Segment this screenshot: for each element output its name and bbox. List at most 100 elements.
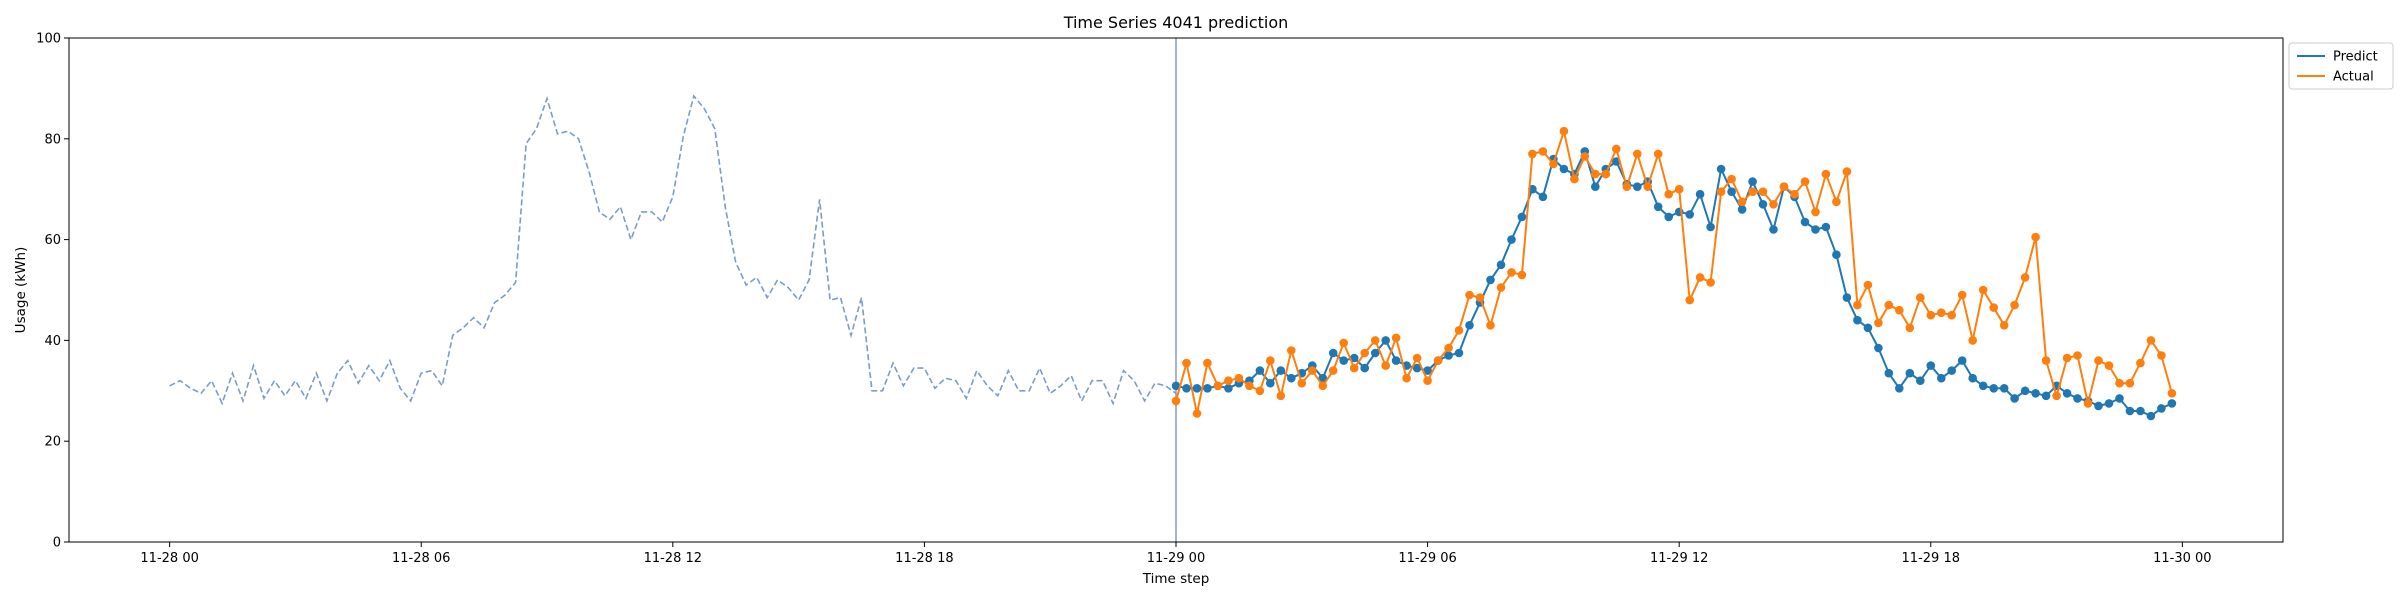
actual-point bbox=[1633, 149, 1642, 159]
actual-point bbox=[1706, 278, 1715, 287]
actual-point bbox=[1444, 343, 1453, 353]
actual-point bbox=[2083, 399, 2093, 408]
actual-point bbox=[1454, 326, 1464, 335]
actual-point bbox=[1580, 152, 1590, 161]
actual-point bbox=[1266, 356, 1275, 365]
actual-point bbox=[1308, 366, 1317, 375]
actual-point bbox=[1895, 305, 1904, 315]
actual-point bbox=[1769, 200, 1778, 209]
actual-point bbox=[1884, 300, 1894, 310]
predict-point bbox=[2157, 404, 2166, 413]
predict-point bbox=[1391, 356, 1401, 365]
actual-point bbox=[2073, 351, 2082, 360]
actual-point bbox=[1612, 144, 1621, 154]
x-tick-label: 11-30 00 bbox=[2153, 551, 2211, 566]
actual-point bbox=[1832, 197, 1841, 207]
predict-point bbox=[1653, 202, 1663, 212]
actual-point bbox=[1800, 177, 1810, 186]
actual-point bbox=[1853, 300, 1862, 310]
legend-label-actual: Actual bbox=[2333, 70, 2374, 85]
y-tick-label: 80 bbox=[44, 132, 61, 147]
x-tick-label: 11-29 00 bbox=[1147, 551, 1205, 566]
actual-point bbox=[2010, 300, 2019, 310]
predict-point bbox=[1758, 200, 1768, 209]
actual-point bbox=[1255, 386, 1265, 396]
actual-point bbox=[1517, 270, 1527, 280]
actual-point bbox=[1391, 333, 1401, 343]
predict-point bbox=[1978, 381, 1988, 391]
predict-point bbox=[1926, 361, 1936, 370]
predict-point bbox=[2041, 391, 2051, 401]
actual-point bbox=[1412, 353, 1422, 363]
predict-point bbox=[1842, 293, 1852, 302]
y-tick-label: 60 bbox=[44, 233, 61, 248]
predict-point bbox=[1748, 177, 1757, 186]
predict-point bbox=[1339, 356, 1348, 365]
actual-point bbox=[2157, 351, 2166, 360]
actual-point bbox=[1486, 321, 1495, 330]
actual-point bbox=[1916, 293, 1925, 302]
actual-point bbox=[1790, 189, 1799, 199]
x-axis-title: Time step bbox=[1142, 571, 1210, 587]
predict-point bbox=[1507, 235, 1516, 244]
predict-point bbox=[1884, 368, 1894, 378]
predict-point bbox=[2073, 394, 2082, 403]
actual-point bbox=[1328, 366, 1338, 375]
x-tick-label: 11-28 06 bbox=[392, 551, 450, 566]
legend: Predict Actual bbox=[2288, 42, 2394, 90]
actual-point bbox=[1622, 182, 1632, 191]
actual-point bbox=[1957, 290, 1967, 300]
actual-point bbox=[1591, 169, 1600, 179]
predict-point bbox=[1863, 323, 1873, 333]
y-axis-title: Usage (kWh) bbox=[13, 247, 29, 334]
actual-point bbox=[1360, 348, 1369, 358]
predict-point bbox=[1381, 336, 1390, 345]
x-tick-label: 11-29 18 bbox=[1902, 551, 1960, 566]
predict-point bbox=[1937, 373, 1946, 383]
predict-point bbox=[1706, 222, 1715, 232]
actual-point bbox=[1528, 149, 1537, 159]
predict-point bbox=[2062, 389, 2072, 398]
predict-point bbox=[1192, 384, 1202, 393]
predict-point bbox=[1821, 222, 1831, 232]
actual-point bbox=[1570, 174, 1579, 184]
predict-point bbox=[2020, 386, 2030, 396]
actual-point bbox=[1989, 303, 1998, 312]
actual-point bbox=[2052, 391, 2061, 401]
predict-point bbox=[2104, 399, 2114, 408]
actual-point bbox=[2094, 356, 2103, 365]
predict-point bbox=[1328, 348, 1338, 358]
predict-point bbox=[1989, 384, 1998, 393]
actual-point bbox=[2062, 353, 2072, 363]
actual-point bbox=[1842, 167, 1852, 176]
predict-point bbox=[1255, 366, 1265, 375]
actual-point bbox=[2146, 336, 2156, 345]
actual-point bbox=[1685, 295, 1694, 305]
predict-point bbox=[1412, 363, 1422, 373]
actual-point bbox=[1748, 187, 1757, 196]
actual-point bbox=[1999, 321, 2009, 330]
actual-point bbox=[1203, 358, 1212, 368]
actual-point bbox=[2136, 358, 2145, 368]
actual-point bbox=[1423, 376, 1432, 386]
predict-point bbox=[1727, 187, 1736, 196]
actual-point bbox=[1402, 373, 1411, 383]
actual-point bbox=[2031, 232, 2040, 242]
predict-point bbox=[1454, 348, 1464, 358]
actual-point bbox=[1737, 197, 1747, 207]
axes: 0 20 40 60 80 100 11-28 00 11-28 06 11-28 12 11-2… bbox=[36, 32, 2284, 566]
actual-point bbox=[2167, 389, 2177, 398]
actual-point bbox=[1863, 280, 1873, 290]
actual-point bbox=[1171, 396, 1181, 406]
predict-point bbox=[1287, 373, 1296, 383]
actual-point bbox=[1779, 182, 1789, 191]
predict-point bbox=[1496, 260, 1506, 270]
actual-point bbox=[1758, 187, 1768, 196]
legend-label-predict: Predict bbox=[2333, 50, 2378, 65]
actual-point bbox=[1549, 159, 1558, 169]
predict-point bbox=[1957, 356, 1967, 365]
x-tick-label: 11-28 18 bbox=[895, 551, 953, 566]
predict-point bbox=[1769, 225, 1778, 234]
actual-point bbox=[1874, 318, 1883, 328]
